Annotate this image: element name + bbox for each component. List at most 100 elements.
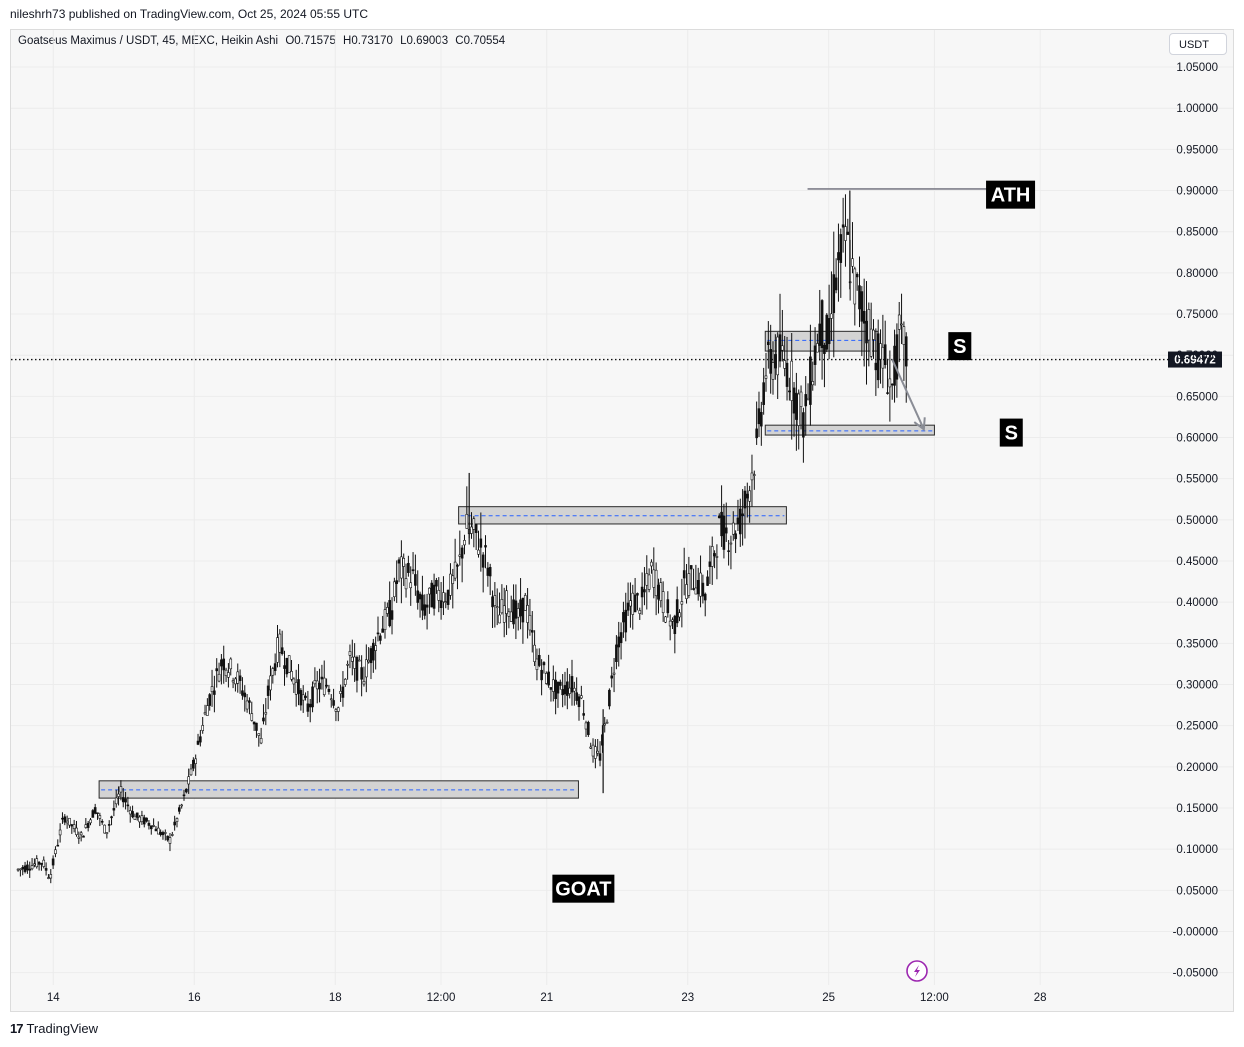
candle <box>250 701 254 722</box>
candle <box>138 815 141 828</box>
candle-body <box>42 859 46 867</box>
candle <box>750 454 754 507</box>
candle <box>213 675 216 713</box>
candle <box>381 615 384 633</box>
candle-body <box>505 590 508 614</box>
candle-body <box>851 258 854 267</box>
candle <box>516 602 520 631</box>
candle-body <box>388 600 391 627</box>
candle-body <box>551 679 555 692</box>
candle <box>124 791 127 810</box>
candle-body <box>713 553 716 557</box>
candle-body <box>100 820 104 823</box>
candle <box>206 698 209 716</box>
candle-body <box>514 600 518 619</box>
candle <box>521 597 525 644</box>
last-price-tag <box>1168 351 1222 368</box>
candle-body <box>322 677 326 695</box>
candle-body <box>570 676 574 693</box>
candle <box>178 804 181 815</box>
candle <box>100 819 104 825</box>
candle <box>811 361 815 391</box>
candle <box>149 825 153 835</box>
candle <box>182 789 186 801</box>
candle-body <box>895 334 899 380</box>
candle <box>336 706 340 722</box>
candle-body <box>439 600 443 609</box>
candle-body <box>715 556 719 558</box>
candle <box>252 721 256 731</box>
candle <box>393 577 396 602</box>
projection-arrowhead <box>913 417 926 432</box>
candle <box>388 581 391 628</box>
candle-body <box>299 690 303 706</box>
candle-body <box>325 684 328 687</box>
candle <box>346 660 349 680</box>
candle-body <box>556 681 560 694</box>
ohlc-high: H0.73170 <box>343 35 393 47</box>
candle <box>612 657 616 693</box>
candle-body <box>741 513 744 517</box>
candle <box>736 499 740 531</box>
lightning-icon-bolt <box>914 965 920 977</box>
candle-body <box>196 740 200 745</box>
candle-body <box>187 776 190 785</box>
x-tick-label: 14 <box>47 992 60 1004</box>
candle <box>432 573 436 616</box>
candle <box>589 742 592 750</box>
candle <box>743 486 747 539</box>
candle <box>409 566 413 606</box>
candle-body <box>61 817 64 820</box>
candle-body <box>271 668 275 676</box>
candle <box>397 557 401 583</box>
candle <box>771 341 775 395</box>
candle <box>563 671 567 706</box>
currency-button[interactable]: USDT <box>1169 33 1227 55</box>
candle-body <box>708 561 712 567</box>
candle <box>112 800 116 817</box>
candle-body <box>696 580 700 595</box>
published-by-text: nileshrh73 published on TradingView.com,… <box>10 7 368 21</box>
candle <box>862 278 866 367</box>
candle-body <box>199 736 202 743</box>
candle-body <box>717 515 721 519</box>
candle <box>729 535 733 570</box>
candle-body <box>661 591 665 614</box>
candle <box>855 272 859 291</box>
candle <box>549 687 553 702</box>
candle-body <box>724 527 728 534</box>
candle-body <box>795 392 798 420</box>
candle-body <box>603 723 607 726</box>
candle <box>140 810 144 825</box>
candle-body <box>542 662 546 666</box>
candle-body <box>171 834 174 836</box>
tradingview-logo[interactable]: 17 TradingView <box>10 1021 98 1036</box>
candle-body <box>638 610 642 614</box>
y-tick-label: 1.00000 <box>1176 103 1218 115</box>
candle <box>514 584 518 640</box>
candle <box>900 293 903 345</box>
candle <box>540 659 543 696</box>
candle-body <box>376 632 380 635</box>
candle <box>624 592 628 642</box>
candle <box>266 679 270 710</box>
candle-body <box>119 786 123 793</box>
candle <box>110 815 113 826</box>
candle <box>575 677 578 705</box>
candle-body <box>729 542 733 545</box>
candle-body <box>647 574 651 590</box>
candle-body <box>881 346 885 369</box>
candle <box>255 722 258 738</box>
candle <box>234 677 237 692</box>
x-tick-label: 16 <box>188 992 201 1004</box>
candle-body <box>107 824 111 826</box>
candle-body <box>498 614 501 624</box>
candle <box>659 577 663 608</box>
candle <box>458 530 462 566</box>
candle <box>21 865 25 876</box>
candle-body <box>297 679 300 694</box>
candle <box>451 568 455 609</box>
candle <box>603 716 607 733</box>
candle <box>442 576 445 616</box>
candle-body <box>96 812 99 815</box>
